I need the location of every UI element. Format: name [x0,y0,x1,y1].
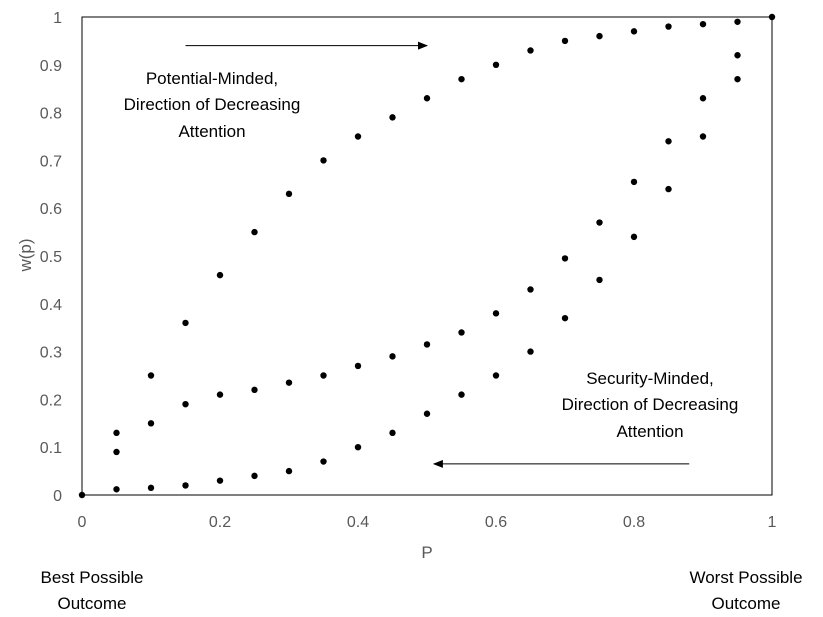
data-point [182,482,189,489]
x-tick-label: 0.8 [623,514,645,531]
annotation-text: Attention [178,122,245,141]
data-point [699,133,707,140]
best-outcome-line-1: Best Possible [40,568,144,587]
y-tick-label: 0.3 [40,345,62,362]
y-tick-label: 0.2 [40,392,62,409]
data-point [665,185,672,193]
y-tick-label: 0.9 [40,58,62,75]
plot-area [81,16,773,496]
data-point [285,467,293,475]
data-point [492,372,500,379]
data-point [216,477,224,484]
data-point [630,233,638,241]
data-point [699,95,707,102]
data-point [458,329,465,336]
data-points [78,13,776,499]
data-point [492,61,500,68]
data-point [734,52,741,59]
y-tick-label: 1 [53,10,62,27]
data-point [320,458,327,465]
data-point [630,178,638,186]
annotation-text: Direction of Decreasing [124,95,301,114]
y-tick-label: 0.7 [40,153,62,170]
y-tick-label: 0.8 [40,106,62,123]
data-point [216,271,224,279]
x-tick-label: 0.4 [347,514,369,531]
data-point [147,484,155,492]
data-point [251,472,258,480]
best-outcome-label: Best Possible Outcome [22,565,162,617]
data-point [113,486,120,493]
data-point [561,314,569,322]
data-point [596,219,603,226]
data-point [182,400,189,408]
data-point [527,47,534,54]
data-point [734,75,741,83]
data-point [596,32,603,40]
plot-border [81,16,773,496]
data-point [113,448,120,456]
best-outcome-line-2: Outcome [57,594,127,613]
data-point [251,386,258,394]
data-point [285,190,293,198]
data-point [389,114,396,121]
x-tick-label: 1 [768,514,777,531]
data-point [596,276,603,284]
annotations: Potential-Minded, Direction of Decreasing… [124,41,739,468]
data-point [354,444,362,451]
data-point [699,20,707,28]
y-tick-label: 0.5 [40,249,62,266]
y-tick-label: 0.1 [40,440,62,457]
data-point [734,18,741,25]
data-point [423,95,431,102]
x-axis-ticks: 0 0.2 0.4 0.6 0.8 1 [78,514,777,531]
data-point [458,75,465,83]
data-point [527,286,534,293]
data-point [665,138,672,145]
data-point [630,28,638,35]
data-point [665,23,672,30]
y-axis-label: w(p) [16,238,35,272]
worst-outcome-line-2: Outcome [711,594,781,613]
x-axis-label: P [421,543,432,562]
annotation-text: Potential-Minded, [146,69,278,88]
annotation-text: Security-Minded, [586,369,714,388]
data-point [527,348,534,355]
y-tick-label: 0.4 [40,297,62,314]
data-point [354,362,362,370]
data-point [354,133,362,140]
data-point [423,341,431,348]
data-point [492,310,500,317]
data-point [768,13,776,21]
data-point [389,429,396,437]
data-point [147,420,155,427]
data-point [78,491,86,499]
data-point [561,255,569,262]
data-point [320,372,327,379]
x-tick-label: 0.6 [485,514,507,531]
data-point [216,391,224,398]
worst-outcome-line-1: Worst Possible [689,568,803,587]
y-axis-ticks: 0 0.1 0.2 0.3 0.4 0.5 0.6 0.7 0.8 0.9 1 [40,10,62,505]
data-point [458,391,465,398]
data-point [423,410,431,417]
data-point [561,37,569,45]
data-point [182,319,189,327]
x-tick-label: 0.2 [209,514,231,531]
y-tick-label: 0.6 [40,201,62,218]
annotation-text: Attention [616,422,683,441]
data-point [320,157,327,164]
y-tick-label: 0 [53,488,62,505]
annotation-text: Direction of Decreasing [562,395,739,414]
data-point [285,379,293,386]
x-tick-label: 0 [78,514,87,531]
data-point [389,353,396,360]
data-point [147,372,155,379]
data-point [251,228,258,236]
worst-outcome-label: Worst Possible Outcome [676,565,816,617]
data-point [113,429,120,437]
